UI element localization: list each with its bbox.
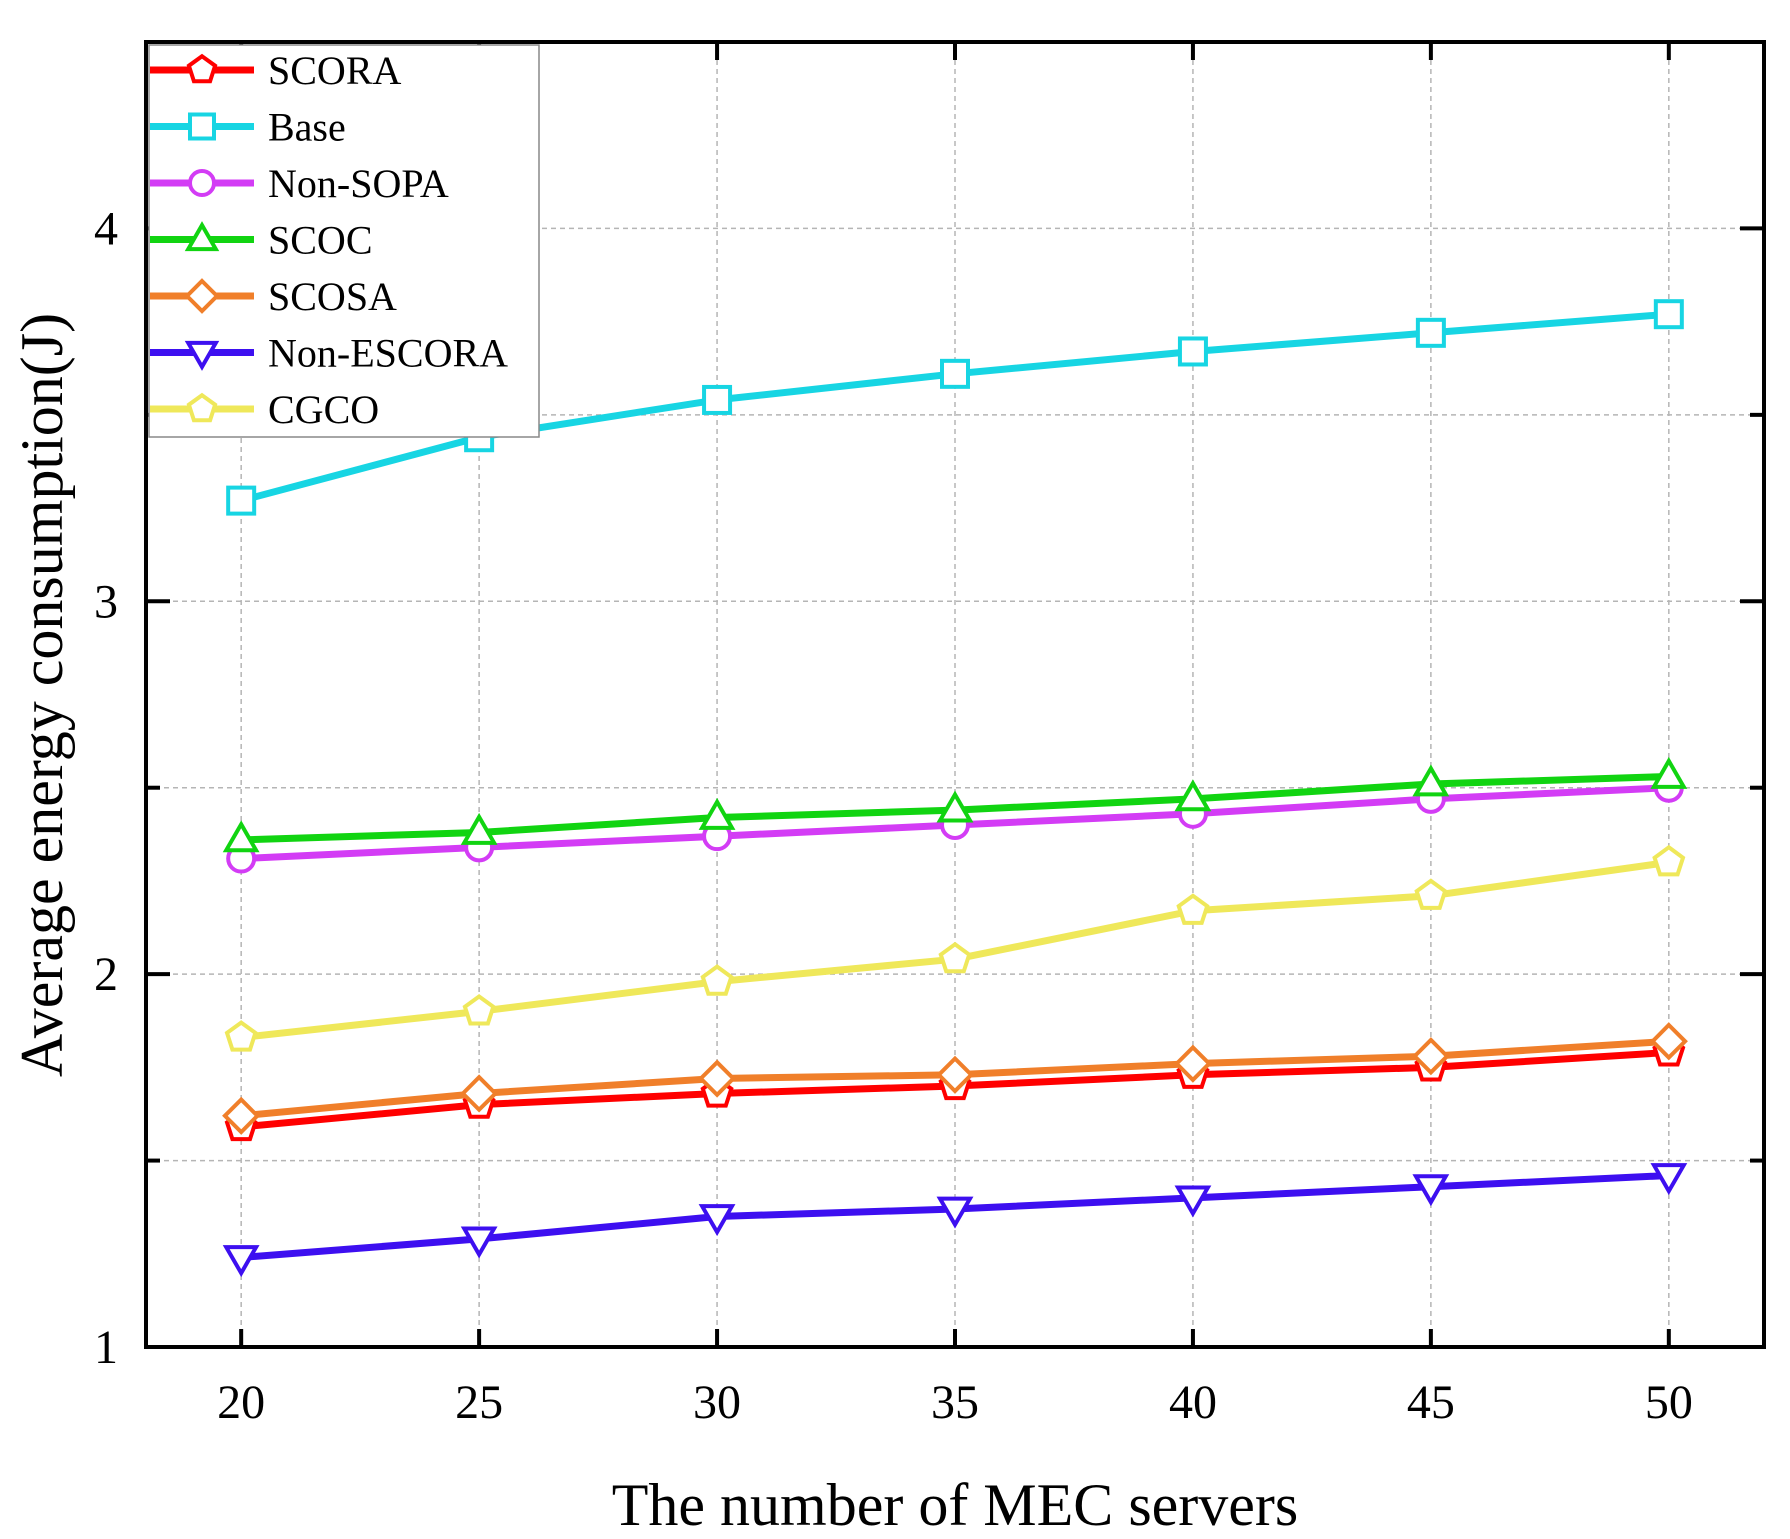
data-point xyxy=(698,1204,736,1237)
series-scosa xyxy=(222,1022,1688,1135)
data-point xyxy=(936,790,974,823)
data-point xyxy=(936,1196,974,1229)
y-tick-label: 1 xyxy=(94,1321,118,1374)
legend-marker xyxy=(188,112,216,141)
legend-marker xyxy=(184,278,220,314)
legend-marker xyxy=(188,169,216,197)
data-point xyxy=(1650,1163,1688,1196)
data-point xyxy=(1414,878,1448,910)
x-axis-title: The number of MEC servers xyxy=(612,1472,1298,1538)
x-tick-label: 25 xyxy=(455,1376,503,1429)
data-point xyxy=(460,812,498,845)
legend-marker xyxy=(184,221,220,252)
data-point xyxy=(1177,336,1208,367)
data-point xyxy=(1649,1022,1688,1061)
data-point xyxy=(224,1020,258,1052)
legend-label: SCOSA xyxy=(268,274,397,319)
data-point xyxy=(222,820,260,853)
x-tick-label: 40 xyxy=(1169,1376,1217,1429)
data-point xyxy=(1411,1037,1450,1076)
y-axis-title: Average energy consumption(J) xyxy=(9,313,75,1077)
data-point xyxy=(1173,1044,1213,1083)
data-point xyxy=(1174,1185,1212,1218)
data-point xyxy=(938,941,972,974)
data-point xyxy=(1412,1174,1450,1207)
legend-label: Non-ESCORA xyxy=(268,331,508,376)
legend-entry-scora: SCORA xyxy=(150,48,401,93)
data-point xyxy=(935,1055,975,1094)
legend-marker xyxy=(186,392,218,423)
x-tick-label: 35 xyxy=(931,1376,979,1429)
data-point xyxy=(460,1074,499,1113)
data-point xyxy=(226,485,257,516)
legend-label: Non-SOPA xyxy=(268,161,449,206)
data-point xyxy=(940,358,970,389)
legend-label: Base xyxy=(268,105,346,150)
legend-entry-cgco: CGCO xyxy=(150,387,379,432)
data-point xyxy=(1650,756,1688,789)
x-tick-label: 45 xyxy=(1407,1376,1455,1429)
legend-entry-non-escora: Non-ESCORA xyxy=(150,331,508,376)
legend: SCORA Base Non-SOPA SCOC SCOSA Non-ESCORA CGCO xyxy=(148,44,540,438)
data-point xyxy=(1176,893,1210,925)
legend-label: SCOC xyxy=(268,218,373,263)
legend-entry-scoc: SCOC xyxy=(150,218,373,263)
y-tick-label: 3 xyxy=(94,575,118,628)
x-tick-label: 50 xyxy=(1645,1376,1693,1429)
data-point xyxy=(698,797,736,830)
data-point xyxy=(702,384,733,415)
legend-entry-scosa: SCOSA xyxy=(150,274,397,319)
legend-entry-non-sopa: Non-SOPA xyxy=(150,161,449,206)
data-point xyxy=(700,964,734,996)
legend-marker xyxy=(184,340,220,371)
legend-entry-base: Base xyxy=(150,105,346,150)
data-point xyxy=(1412,764,1450,797)
series-non-escora xyxy=(222,1163,1688,1278)
series-scoc xyxy=(222,756,1688,853)
tick-layer: 20 25 30 35 40 45 50 1 2 3 4 xyxy=(94,42,1764,1429)
legend-marker xyxy=(186,53,218,84)
data-point xyxy=(462,994,496,1026)
data-point xyxy=(1652,844,1686,877)
y-tick-label: 2 xyxy=(94,948,118,1001)
data-point xyxy=(1653,299,1684,330)
data-point xyxy=(222,1245,260,1278)
y-tick-label: 4 xyxy=(94,202,118,255)
data-point xyxy=(222,1096,261,1135)
data-point xyxy=(697,1059,737,1098)
x-tick-label: 30 xyxy=(693,1376,741,1429)
legend-label: SCORA xyxy=(268,48,401,93)
data-point xyxy=(460,1226,498,1259)
x-tick-label: 20 xyxy=(217,1376,265,1429)
data-point xyxy=(1415,317,1446,348)
legend-label: CGCO xyxy=(268,387,379,432)
series-cgco xyxy=(224,844,1686,1052)
data-point xyxy=(1174,779,1212,812)
